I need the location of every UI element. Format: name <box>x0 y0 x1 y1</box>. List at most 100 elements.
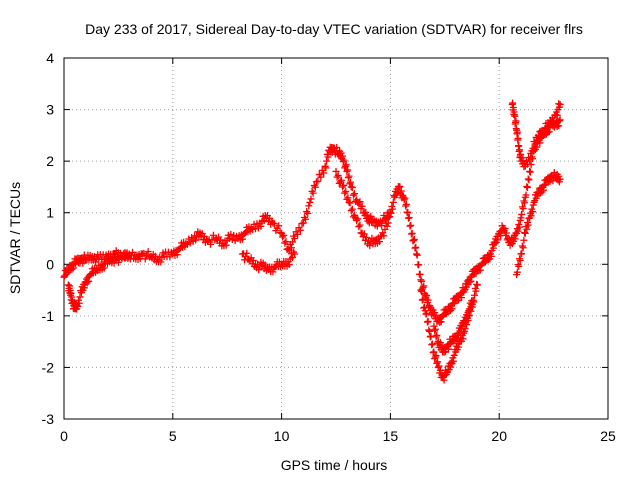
data-point <box>241 229 249 237</box>
data-point <box>555 122 563 130</box>
data-point <box>430 348 438 356</box>
data-point <box>305 202 313 210</box>
grid <box>64 58 608 419</box>
data-point <box>125 250 133 258</box>
data-point <box>144 248 152 256</box>
data-point <box>100 264 108 272</box>
data-point <box>521 229 529 237</box>
data-point <box>282 238 290 246</box>
data-point <box>360 230 368 238</box>
series-2 <box>238 248 299 276</box>
data-point <box>517 150 525 158</box>
data-point <box>294 230 302 238</box>
data-point <box>400 196 408 204</box>
data-point <box>386 213 394 221</box>
data-point <box>343 167 351 175</box>
data-point <box>526 167 534 175</box>
data-point <box>405 214 413 222</box>
data-point <box>436 339 444 347</box>
data-point <box>339 152 347 160</box>
data-point <box>489 244 497 252</box>
data-point <box>471 291 479 299</box>
data-point <box>418 296 426 304</box>
data-point <box>299 219 307 227</box>
data-point <box>383 222 391 230</box>
data-point <box>420 303 428 311</box>
data-point <box>207 240 215 248</box>
data-point <box>287 244 295 252</box>
data-point <box>424 317 432 325</box>
data-point <box>396 183 404 191</box>
data-point <box>304 209 312 217</box>
data-point <box>423 318 431 326</box>
data-point <box>333 173 341 181</box>
data-point <box>447 363 455 371</box>
data-point <box>389 205 397 213</box>
data-point <box>192 236 200 244</box>
data-point <box>509 104 517 112</box>
data-point <box>472 287 480 295</box>
data-point <box>339 183 347 191</box>
data-point <box>320 169 328 177</box>
data-point <box>317 173 325 181</box>
data-point <box>437 318 445 326</box>
data-point <box>521 199 529 207</box>
data-point <box>434 358 442 366</box>
data-point <box>356 198 364 206</box>
data-point <box>553 122 561 130</box>
data-point <box>423 309 431 317</box>
data-point <box>85 277 93 285</box>
data-point <box>473 281 481 289</box>
data-point <box>524 175 532 183</box>
data-point <box>275 222 283 230</box>
data-point <box>517 214 525 222</box>
data-point <box>416 270 424 278</box>
data-point <box>68 265 76 273</box>
data-point <box>476 266 484 274</box>
data-point <box>407 230 415 238</box>
series-5 <box>430 296 477 356</box>
data-point <box>175 245 183 253</box>
data-point <box>349 191 357 199</box>
data-point <box>518 210 526 218</box>
data-point <box>340 181 348 189</box>
data-point <box>459 335 467 343</box>
plot-frame <box>63 57 609 420</box>
data-point <box>124 253 132 261</box>
data-point <box>519 205 527 213</box>
data-point <box>323 157 331 165</box>
data-point <box>410 236 418 244</box>
data-point <box>270 220 278 228</box>
data-point <box>86 271 94 279</box>
data-point <box>511 112 519 120</box>
data-point <box>397 187 405 195</box>
data-point <box>276 229 284 237</box>
data-point <box>525 176 533 184</box>
data-point <box>459 323 467 331</box>
data-point <box>423 292 431 300</box>
data-point <box>280 231 288 239</box>
data-point <box>314 177 322 185</box>
y-tick-label: 1 <box>46 205 54 221</box>
data-point <box>440 376 448 384</box>
data-point <box>509 99 517 107</box>
data-point <box>141 255 149 263</box>
data-point <box>413 250 421 258</box>
data-point <box>514 227 522 235</box>
data-point <box>514 134 522 142</box>
data-point <box>432 352 440 360</box>
data-point <box>523 183 531 191</box>
data-point <box>346 199 354 207</box>
data-point <box>402 200 410 208</box>
data-point <box>463 314 471 322</box>
data-point <box>291 235 299 242</box>
data-point <box>520 236 528 244</box>
y-tick-label: 2 <box>46 153 54 169</box>
data-point <box>454 334 462 342</box>
data-point <box>342 188 350 196</box>
data-point <box>425 326 433 334</box>
data-point <box>433 331 441 339</box>
data-point <box>518 242 526 250</box>
x-tick-label: 25 <box>600 428 616 444</box>
